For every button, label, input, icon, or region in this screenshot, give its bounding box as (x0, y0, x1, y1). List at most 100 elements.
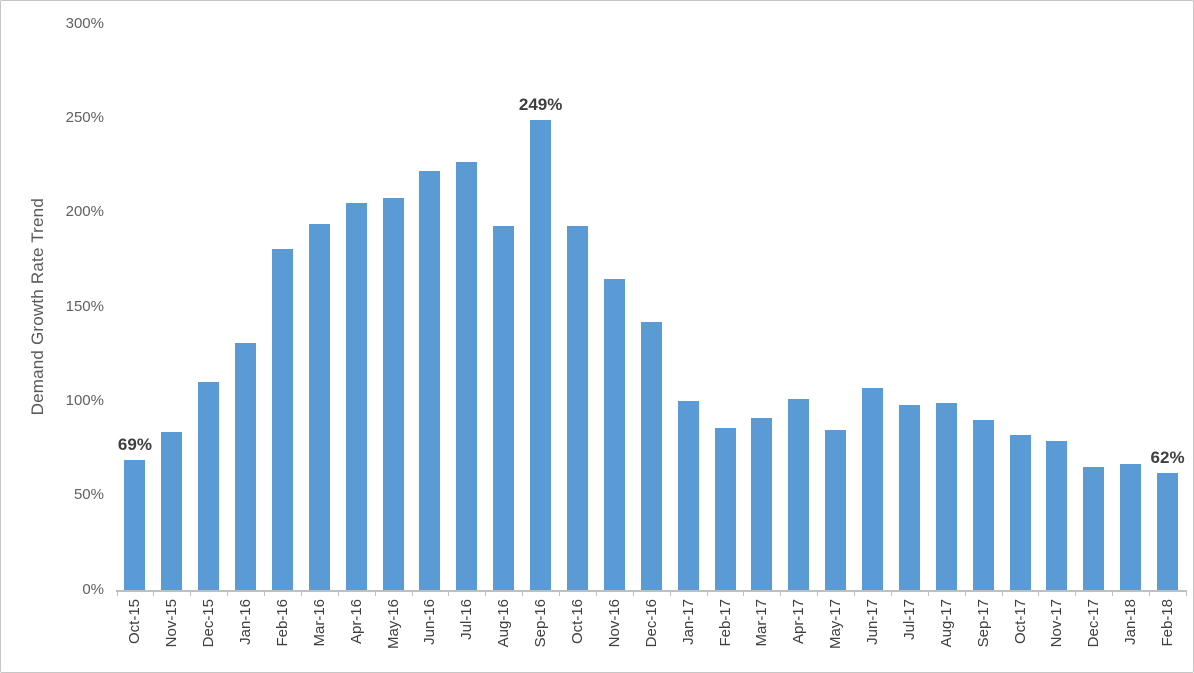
x-tick-mark (706, 590, 708, 596)
x-tick-mark (1001, 590, 1003, 596)
x-tick-mark (854, 590, 856, 596)
x-tick-label: Mar-17 (753, 599, 771, 647)
bar (1120, 463, 1142, 590)
bar (714, 427, 736, 590)
x-tick-label: May-16 (384, 599, 402, 650)
x-tick-label: Nov-15 (163, 599, 181, 648)
bar (345, 203, 367, 590)
x-tick-label: Mar-16 (310, 599, 328, 647)
x-tick-mark (153, 590, 155, 596)
x-tick-label: Jul-16 (458, 599, 476, 640)
x-tick-mark (264, 590, 266, 596)
x-tick-label: Feb-18 (1159, 599, 1177, 647)
x-tick-mark (300, 590, 302, 596)
x-tick-mark (485, 590, 487, 596)
bar (677, 401, 699, 590)
bar (566, 225, 588, 590)
x-tick-mark (964, 590, 966, 596)
bar (235, 342, 257, 590)
x-tick-label: May-17 (827, 599, 845, 650)
bar (862, 388, 884, 590)
x-tick-label: Nov-16 (605, 599, 623, 648)
x-tick-label: Sep-16 (532, 599, 550, 648)
bar (1046, 440, 1068, 590)
x-tick-mark (927, 590, 929, 596)
x-tick-label: Oct-15 (126, 599, 144, 645)
x-tick-mark (780, 590, 782, 596)
bar-data-label: 69% (117, 434, 152, 454)
x-tick-mark (890, 590, 892, 596)
bar (530, 120, 552, 590)
y-tick-label: 150% (65, 297, 104, 315)
x-tick-mark (632, 590, 634, 596)
x-tick-label: Dec-17 (1085, 599, 1103, 648)
x-tick-label: Apr-17 (790, 599, 808, 645)
bar-data-label: 249% (518, 95, 563, 115)
x-tick-label: Jan-16 (237, 599, 255, 645)
bar (788, 399, 810, 590)
x-tick-label: Feb-17 (716, 599, 734, 647)
x-tick-label: Dec-16 (642, 599, 660, 648)
bar (271, 248, 293, 590)
x-tick-mark (669, 590, 671, 596)
bar-data-label: 62% (1150, 448, 1185, 468)
x-tick-mark (116, 590, 118, 596)
x-tick-label: Oct-16 (568, 599, 586, 645)
bar (935, 403, 957, 590)
x-tick-mark (559, 590, 561, 596)
x-tick-mark (448, 590, 450, 596)
x-tick-label: Sep-17 (974, 599, 992, 648)
x-tick-label: Apr-16 (347, 599, 365, 645)
y-tick-label: 100% (65, 391, 104, 409)
x-tick-mark (743, 590, 745, 596)
x-tick-mark (337, 590, 339, 596)
x-tick-label: Jun-16 (421, 599, 439, 645)
x-tick-label: Nov-17 (1048, 599, 1066, 648)
x-tick-mark (374, 590, 376, 596)
y-tick-label: 250% (65, 108, 104, 126)
x-tick-mark (1149, 590, 1151, 596)
x-tick-label: Dec-15 (200, 599, 218, 648)
bar (603, 278, 625, 590)
x-tick-label: Feb-16 (273, 599, 291, 647)
y-tick-label: 0% (82, 580, 104, 598)
x-tick-mark (522, 590, 524, 596)
bar (972, 420, 994, 590)
bar (1009, 435, 1031, 590)
bar (751, 418, 773, 590)
bar (640, 322, 662, 590)
x-axis-line (116, 590, 1187, 592)
y-tick-label: 200% (65, 203, 104, 221)
bar (1157, 473, 1179, 590)
bar (419, 171, 441, 590)
x-tick-mark (595, 590, 597, 596)
x-tick-label: Jul-17 (900, 599, 918, 640)
x-tick-mark (817, 590, 819, 596)
x-tick-label: Aug-17 (937, 599, 955, 648)
bar (1083, 467, 1105, 590)
bar (898, 405, 920, 590)
x-tick-mark (190, 590, 192, 596)
x-tick-mark (1038, 590, 1040, 596)
bar (456, 161, 478, 590)
x-tick-mark (227, 590, 229, 596)
bar (161, 431, 183, 590)
x-tick-label: Jan-18 (1122, 599, 1140, 645)
x-tick-label: Oct-17 (1011, 599, 1029, 645)
x-tick-mark (1186, 590, 1187, 596)
bar (493, 225, 515, 590)
bar (124, 459, 146, 590)
x-tick-mark (411, 590, 413, 596)
bar (198, 382, 220, 590)
x-tick-label: Jun-17 (864, 599, 882, 645)
x-tick-label: Jan-17 (679, 599, 697, 645)
x-tick-mark (1075, 590, 1077, 596)
y-tick-label: 50% (73, 486, 104, 504)
x-tick-mark (1112, 590, 1114, 596)
bar (382, 197, 404, 590)
bar (825, 429, 847, 590)
x-tick-label: Aug-16 (495, 599, 513, 648)
y-tick-label: 300% (65, 14, 104, 32)
bar (308, 223, 330, 590)
